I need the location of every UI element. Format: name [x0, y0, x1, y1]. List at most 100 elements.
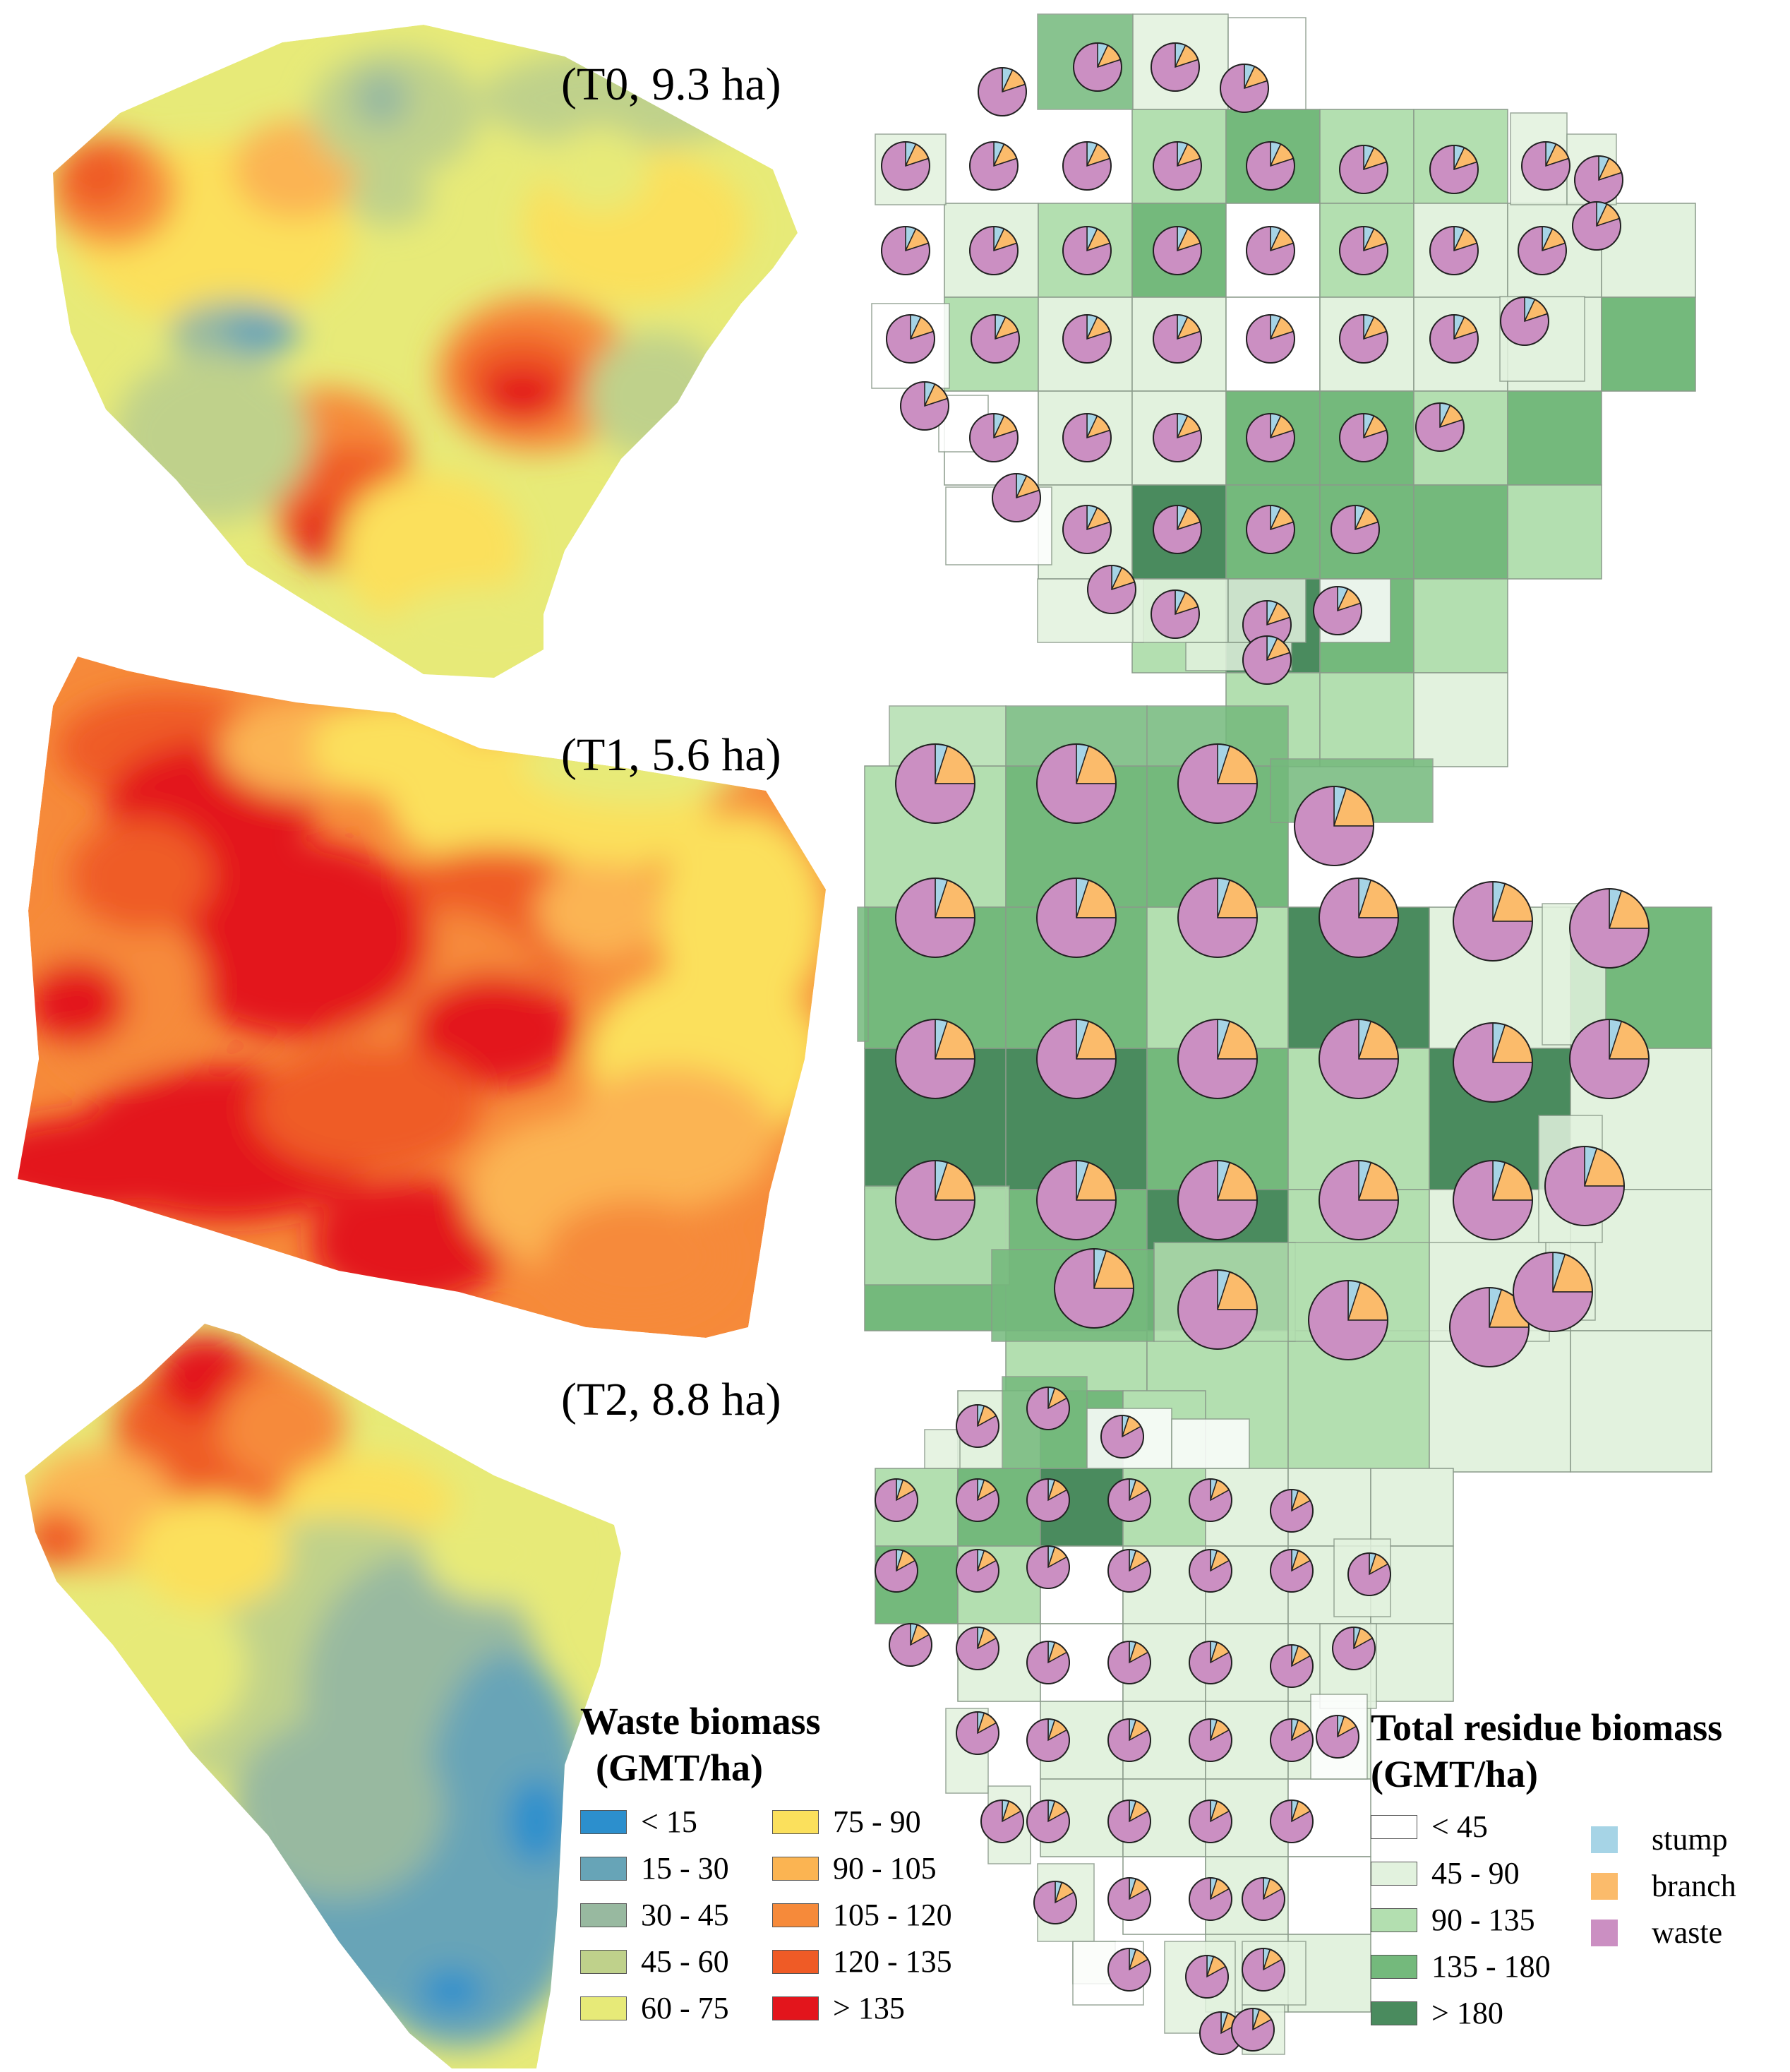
residue-pie: [1151, 589, 1200, 639]
residue-pie: [1062, 413, 1112, 462]
raster-patch: [78, 1588, 247, 1744]
legend-swatch: [580, 1949, 627, 1974]
residue-pie: [1026, 1478, 1070, 1522]
residue-pie: [889, 1623, 932, 1667]
raster-patch: [28, 960, 127, 1045]
residue-pie: [1453, 1022, 1533, 1103]
waste-legend-item: 30 - 45: [580, 1897, 729, 1933]
residue-pies-t1: [895, 743, 1650, 1367]
residue-pie: [1107, 1877, 1151, 1921]
residue-pie: [956, 1627, 999, 1670]
raster-patch: [536, 861, 663, 960]
waste-biomass-raster-t0: [53, 25, 798, 678]
residue-pie: [1107, 1799, 1151, 1843]
residue-pie: [1246, 141, 1295, 191]
residue-pie: [1513, 1252, 1593, 1332]
residue-pie: [875, 1478, 918, 1522]
raster-patch: [543, 1200, 727, 1313]
residue-cell: [1507, 484, 1602, 580]
raster-patch: [219, 1370, 346, 1483]
residue-pie: [1319, 1019, 1399, 1099]
raster-patch: [113, 353, 311, 522]
total-legend-item: 90 - 135: [1371, 1902, 1535, 1938]
residue-cell: [1507, 390, 1602, 486]
residue-pie: [1177, 743, 1258, 824]
residue-pie: [1220, 64, 1269, 113]
raster-patch: [409, 974, 579, 1087]
raster-patch: [381, 586, 607, 678]
legend-swatch: [580, 1903, 627, 1927]
residue-pie: [1107, 1549, 1151, 1593]
residue-pie: [1270, 1549, 1314, 1593]
residue-cell-partial: [924, 1429, 961, 1469]
raster-patch: [642, 473, 713, 515]
raster-patch: [233, 1715, 445, 1899]
site-label-t0: (T0, 9.3 ha): [561, 59, 781, 110]
residue-pie: [1026, 1641, 1070, 1684]
site-label-t1: (T1, 5.6 ha): [561, 729, 781, 781]
residue-pie: [1544, 1146, 1625, 1226]
residue-pie: [875, 1549, 918, 1593]
residue-pie: [1062, 505, 1112, 554]
total-legend-item: 45 - 90: [1371, 1855, 1520, 1891]
legend-swatch: [1371, 1908, 1417, 1932]
residue-pie: [1242, 1948, 1285, 1992]
waste-legend-item: 90 - 105: [772, 1850, 937, 1886]
raster-patch: [254, 1045, 480, 1172]
residue-pie: [1026, 1718, 1070, 1762]
component-swatch: [1591, 1919, 1618, 1946]
residue-pie: [881, 141, 930, 191]
residue-pie: [1246, 226, 1295, 275]
residue-cell: [1370, 1623, 1454, 1702]
residue-pie: [895, 878, 975, 958]
residue-pie: [1153, 226, 1202, 275]
legend-swatch: [580, 1856, 627, 1881]
residue-pie: [1574, 155, 1623, 205]
residue-pie: [1036, 743, 1117, 824]
residue-pie: [1270, 1644, 1314, 1688]
raster-patch: [346, 169, 431, 226]
total-legend-item: 135 - 180: [1371, 1948, 1551, 1984]
residue-pie: [1429, 314, 1479, 364]
component-label: branch: [1652, 1869, 1736, 1903]
residue-pie: [1177, 1019, 1258, 1099]
legend-swatch: [772, 1949, 819, 1974]
waste-legend-item: 15 - 30: [580, 1850, 729, 1886]
residue-cell: [944, 297, 1039, 392]
legend-swatch: [580, 1996, 627, 2020]
residue-cell-partial: [1171, 1418, 1250, 1469]
residue-pie: [1189, 1549, 1232, 1593]
residue-pie: [1429, 226, 1479, 275]
residue-pie: [1107, 1641, 1151, 1684]
residue-pie: [1107, 1718, 1151, 1762]
residue-pie: [969, 413, 1019, 462]
total-legend-title: Total residue biomass: [1371, 1706, 1723, 1749]
total-legend-item: > 180: [1371, 1995, 1503, 2031]
raster-patch: [353, 71, 409, 127]
residue-cell: [1570, 1330, 1712, 1473]
raster-patch: [134, 1497, 289, 1610]
waste-legend-title: Waste biomass: [580, 1700, 821, 1742]
residue-pie: [895, 1019, 975, 1099]
legend-label: 90 - 105: [833, 1851, 937, 1886]
residue-pie: [1294, 786, 1374, 866]
residue-pie: [1231, 2008, 1275, 2052]
legend-swatch: [1371, 2001, 1417, 2025]
residue-pie: [1270, 1718, 1314, 1762]
residue-pie: [1242, 1877, 1285, 1921]
residue-pie: [1415, 402, 1465, 452]
residue-cell: [1287, 1856, 1371, 1935]
raster-patch: [60, 141, 138, 212]
residue-pie: [1308, 1280, 1388, 1360]
residue-pie: [1339, 145, 1388, 194]
residue-pie: [1246, 314, 1295, 364]
residue-pie: [1521, 141, 1570, 191]
residue-pie: [1270, 1799, 1314, 1843]
residue-pie: [1153, 413, 1202, 462]
legend-label: > 180: [1431, 1996, 1503, 2030]
residue-pie: [1107, 1478, 1151, 1522]
component-swatch: [1591, 1826, 1618, 1853]
waste-biomass-raster-t2: [25, 1324, 621, 2068]
residue-pie: [1189, 1478, 1232, 1522]
residue-pie: [1153, 141, 1202, 191]
